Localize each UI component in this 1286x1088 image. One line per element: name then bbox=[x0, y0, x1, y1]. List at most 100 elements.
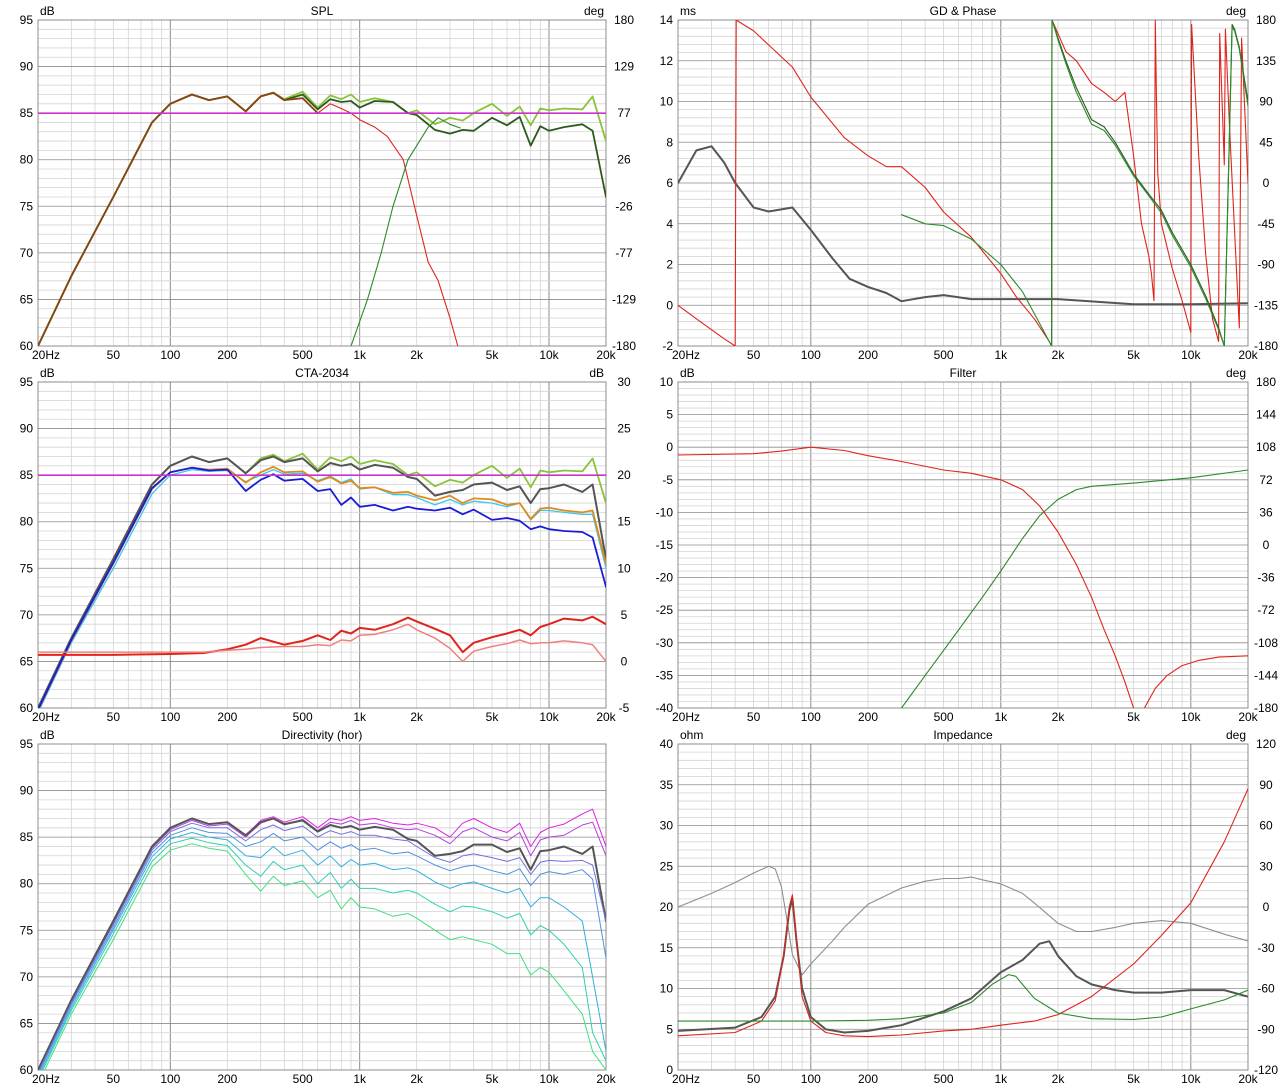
x-tick-label: 50 bbox=[107, 1072, 121, 1086]
series-group bbox=[678, 446, 1248, 708]
series-line-6 bbox=[38, 623, 606, 663]
y-tick-label-right: 45 bbox=[1259, 135, 1273, 149]
y-tick-label-right: -30 bbox=[1257, 941, 1275, 955]
x-tick-label: 500 bbox=[934, 1072, 954, 1086]
y-tick-label-right: 120 bbox=[1256, 737, 1276, 751]
y-tick-label-right: -144 bbox=[1254, 668, 1278, 682]
y-tick-label: 90 bbox=[20, 784, 34, 798]
y-tick-label-right: 15 bbox=[617, 515, 631, 529]
plot-frame bbox=[37, 381, 607, 709]
y-tick-label-right: -129 bbox=[612, 292, 636, 306]
plot-frame bbox=[677, 381, 1249, 709]
y-tick-label: 85 bbox=[20, 830, 34, 844]
x-tick-label: 50 bbox=[747, 710, 761, 724]
series-line-2 bbox=[678, 788, 1248, 1038]
x-tick-label: 100 bbox=[160, 710, 180, 724]
x-tick-label: 20k bbox=[596, 348, 616, 362]
y-tick-label: 80 bbox=[20, 515, 34, 529]
chart-title: Filter bbox=[950, 366, 977, 380]
y-tick-label: 4 bbox=[666, 217, 673, 231]
y-tick-label: 90 bbox=[20, 422, 34, 436]
y-tick-label-right: 129 bbox=[614, 60, 634, 74]
x-tick-label: 5k bbox=[1127, 1072, 1141, 1086]
series-line-1 bbox=[38, 818, 606, 1070]
y-tick-label: 20 bbox=[660, 900, 674, 914]
x-tick-label: 50 bbox=[747, 348, 761, 362]
x-tick-label: 20Hz bbox=[672, 1072, 700, 1086]
y-tick-label: 80 bbox=[20, 153, 34, 167]
x-tick-label: 500 bbox=[293, 348, 313, 362]
x-tick-label: 5k bbox=[1127, 710, 1141, 724]
x-tick-label: 20k bbox=[596, 710, 616, 724]
y-tick-label-right: -108 bbox=[1254, 636, 1278, 650]
x-tick-label: 200 bbox=[217, 348, 237, 362]
y-axis-unit-left: ohm bbox=[680, 728, 703, 742]
y-tick-label-right: 10 bbox=[617, 561, 631, 575]
y-tick-label-right: -135 bbox=[1254, 298, 1278, 312]
x-tick-label: 50 bbox=[107, 710, 121, 724]
y-tick-label: 80 bbox=[20, 877, 34, 891]
y-tick-label-right: -36 bbox=[1257, 571, 1275, 585]
y-axis-unit-left: dB bbox=[40, 366, 55, 380]
x-tick-label: 2k bbox=[1052, 348, 1066, 362]
x-tick-label: 100 bbox=[801, 1072, 821, 1086]
chart-title: CTA-2034 bbox=[295, 366, 349, 380]
series-line-1 bbox=[1143, 655, 1248, 708]
series-line-4 bbox=[38, 466, 606, 708]
y-tick-label: 40 bbox=[660, 737, 674, 751]
series-line-2 bbox=[38, 817, 606, 1070]
y-tick-label-right: -120 bbox=[1254, 1063, 1278, 1077]
y-tick-label: 25 bbox=[660, 859, 674, 873]
x-tick-label: 2k bbox=[410, 348, 424, 362]
series-line-5 bbox=[41, 832, 606, 1070]
y-tick-label: 5 bbox=[666, 408, 673, 422]
y-tick-label: 95 bbox=[20, 13, 34, 27]
x-tick-label: 2k bbox=[1052, 1072, 1066, 1086]
x-tick-label: 500 bbox=[293, 710, 313, 724]
y-tick-label: 35 bbox=[660, 778, 674, 792]
chart-title: SPL bbox=[311, 4, 334, 18]
x-tick-label: 1k bbox=[994, 348, 1008, 362]
y-tick-label: 60 bbox=[20, 701, 34, 715]
y-tick-label: 85 bbox=[20, 106, 34, 120]
x-tick-label: 10k bbox=[539, 710, 559, 724]
x-tick-label: 10k bbox=[539, 348, 559, 362]
y-tick-label-right: -90 bbox=[1257, 1022, 1275, 1036]
series-line-5 bbox=[38, 615, 606, 656]
y-tick-label: 60 bbox=[20, 1063, 34, 1077]
y-tick-label: 8 bbox=[666, 135, 673, 149]
y-axis-unit-left: ms bbox=[680, 4, 696, 18]
y-tick-label: 65 bbox=[20, 292, 34, 306]
x-tick-label: 20Hz bbox=[32, 710, 60, 724]
series-line-6 bbox=[42, 837, 606, 1070]
y-tick-label: 0 bbox=[666, 298, 673, 312]
chart-title: Impedance bbox=[933, 728, 993, 742]
y-tick-label: 10 bbox=[660, 375, 674, 389]
x-tick-label: 5k bbox=[486, 1072, 500, 1086]
series-group bbox=[678, 788, 1248, 1038]
series-line-1 bbox=[678, 897, 1248, 1034]
grid bbox=[37, 743, 607, 1071]
y-tick-label-right: 26 bbox=[617, 153, 631, 167]
x-tick-label: 20Hz bbox=[32, 1072, 60, 1086]
y-tick-label: -10 bbox=[656, 505, 674, 519]
y-axis-unit-left: dB bbox=[680, 366, 695, 380]
y-tick-label-right: -180 bbox=[612, 339, 636, 353]
y-tick-label: 65 bbox=[20, 654, 34, 668]
y-tick-label-right: 25 bbox=[617, 422, 631, 436]
x-tick-label: 5k bbox=[486, 348, 500, 362]
y-tick-label-right: -60 bbox=[1257, 982, 1275, 996]
x-tick-label: 500 bbox=[934, 348, 954, 362]
y-tick-label: 95 bbox=[20, 375, 34, 389]
y-tick-label-right: -5 bbox=[619, 701, 630, 715]
chart-title: GD & Phase bbox=[930, 4, 997, 18]
y-tick-label-right: 0 bbox=[1263, 538, 1270, 552]
y-tick-label: -15 bbox=[656, 538, 674, 552]
x-tick-label: 1k bbox=[353, 348, 367, 362]
y-tick-label-right: 77 bbox=[617, 106, 631, 120]
y-tick-label-right: 108 bbox=[1256, 440, 1276, 454]
y-axis-unit-right: deg bbox=[1226, 728, 1246, 742]
